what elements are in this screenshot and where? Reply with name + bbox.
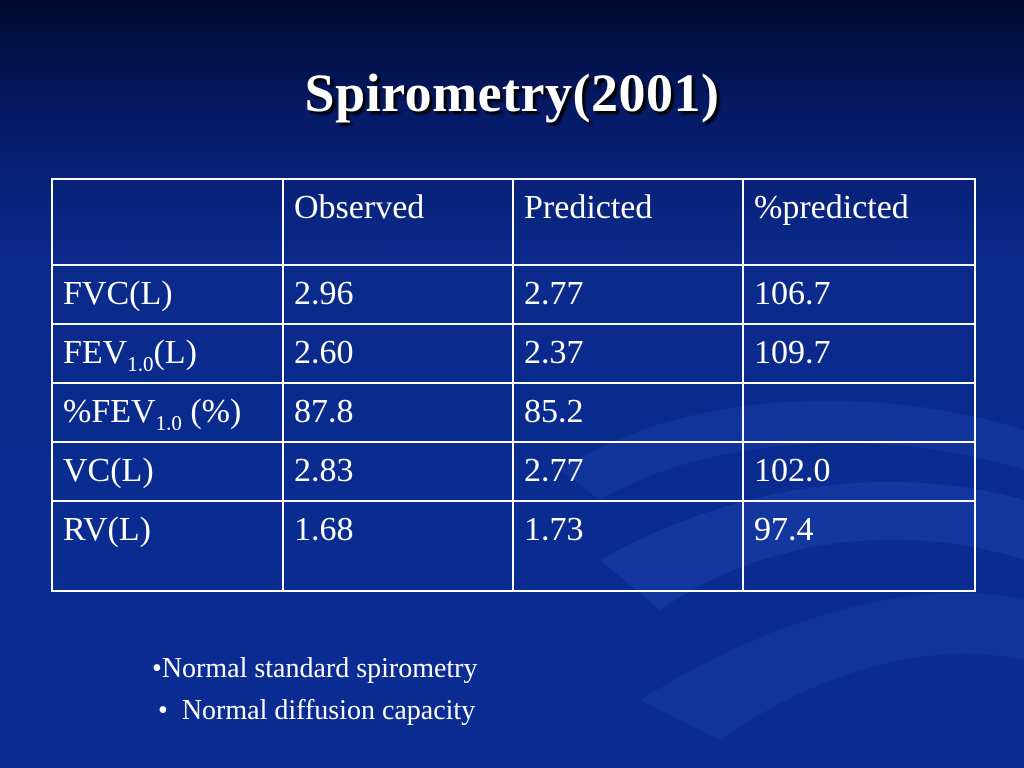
observed-cell: 1.68 bbox=[282, 500, 514, 592]
table-row: %FEV1.0 (%) 87.8 85.2 bbox=[51, 382, 976, 443]
table-row: RV(L) 1.68 1.73 97.4 bbox=[51, 500, 976, 592]
predicted-cell: 85.2 bbox=[512, 382, 744, 443]
percent-predicted-cell: 106.7 bbox=[742, 264, 976, 325]
row-label-subscript: 1.0 bbox=[155, 411, 182, 435]
header-cell-percent-predicted: %predicted bbox=[742, 178, 976, 266]
observed-cell: 2.83 bbox=[282, 441, 514, 502]
predicted-cell: 2.37 bbox=[512, 323, 744, 384]
header-cell-predicted: Predicted bbox=[512, 178, 744, 266]
predicted-cell: 2.77 bbox=[512, 264, 744, 325]
row-label-tail: (%) bbox=[181, 393, 242, 430]
predicted-cell: 1.73 bbox=[512, 500, 744, 592]
header-cell-observed: Observed bbox=[282, 178, 514, 266]
bullet-item: •Normal standard spirometry bbox=[152, 648, 478, 690]
row-label-cell: RV(L) bbox=[51, 500, 284, 592]
table-row: FEV1.0(L) 2.60 2.37 109.7 bbox=[51, 323, 976, 384]
spirometry-table: Observed Predicted %predicted FVC(L) 2.9… bbox=[51, 178, 976, 592]
header-cell-empty bbox=[51, 178, 284, 266]
slide-title: Spirometry(2001) bbox=[304, 63, 720, 123]
table-row: FVC(L) 2.96 2.77 106.7 bbox=[51, 264, 976, 325]
row-label-cell: %FEV1.0 (%) bbox=[51, 382, 284, 443]
row-label: FVC(L) bbox=[63, 275, 173, 312]
bullet-marker: • bbox=[152, 653, 162, 684]
row-label-tail: (L) bbox=[153, 334, 197, 371]
row-label: RV(L) bbox=[63, 511, 151, 548]
observed-cell: 2.60 bbox=[282, 323, 514, 384]
bullet-item: • Normal diffusion capacity bbox=[152, 690, 478, 732]
percent-predicted-cell: 97.4 bbox=[742, 500, 976, 592]
row-label-cell: FVC(L) bbox=[51, 264, 284, 325]
bullet-text: Normal standard spirometry bbox=[161, 653, 478, 684]
row-label-cell: VC(L) bbox=[51, 441, 284, 502]
row-label-main: %FEV bbox=[63, 393, 156, 430]
row-label: VC(L) bbox=[63, 452, 154, 489]
table-header-row: Observed Predicted %predicted bbox=[51, 178, 976, 266]
bullet-text: Normal diffusion capacity bbox=[181, 695, 476, 726]
row-label-main: FEV bbox=[63, 334, 128, 371]
row-label-subscript: 1.0 bbox=[127, 352, 154, 376]
percent-predicted-cell: 109.7 bbox=[742, 323, 976, 384]
bullet-list: •Normal standard spirometry • Normal diff… bbox=[152, 648, 478, 732]
percent-predicted-cell bbox=[742, 382, 976, 443]
percent-predicted-cell: 102.0 bbox=[742, 441, 976, 502]
observed-cell: 87.8 bbox=[282, 382, 514, 443]
row-label-cell: FEV1.0(L) bbox=[51, 323, 284, 384]
observed-cell: 2.96 bbox=[282, 264, 514, 325]
bullet-marker: • bbox=[158, 695, 168, 726]
predicted-cell: 2.77 bbox=[512, 441, 744, 502]
table-row: VC(L) 2.83 2.77 102.0 bbox=[51, 441, 976, 502]
